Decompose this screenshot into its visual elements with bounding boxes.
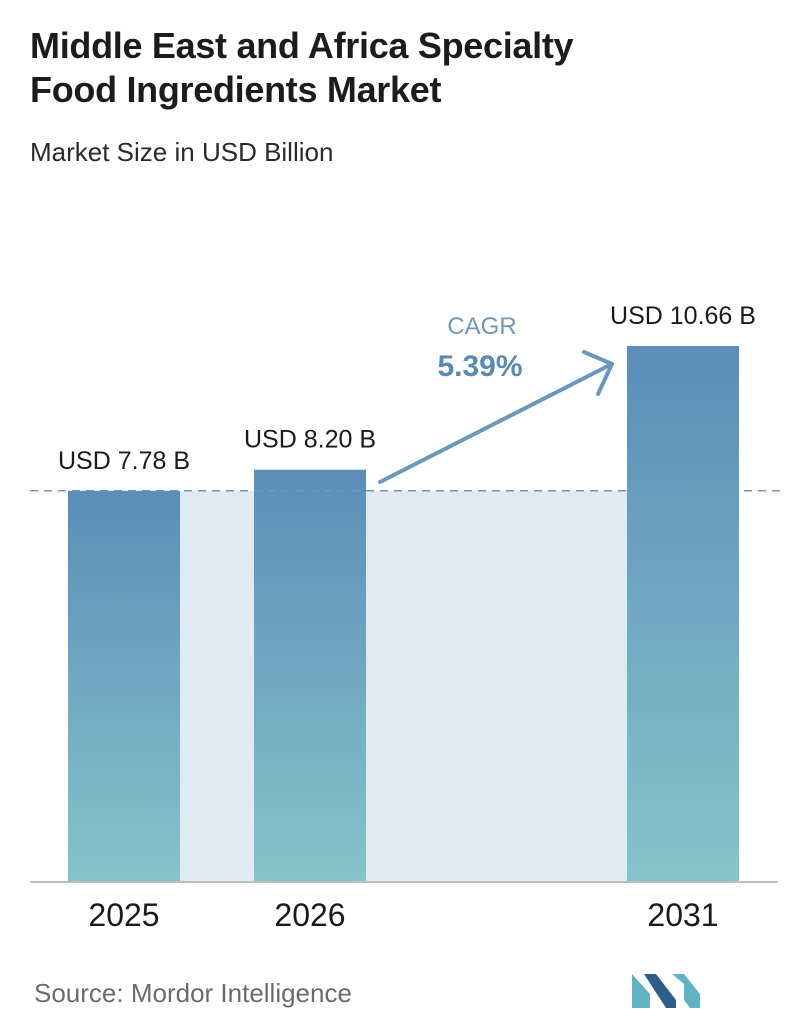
data-label-2026: USD 8.20 B <box>244 426 376 454</box>
cagr-arrow <box>378 364 610 484</box>
x-tick-label-2026: 2026 <box>274 897 345 933</box>
cagr-label: CAGR <box>447 313 516 340</box>
x-tick-label-2025: 2025 <box>88 897 159 933</box>
chart-title-line-1: Middle East and Africa Specialty <box>30 25 574 66</box>
mordor-intelligence-logo <box>632 974 700 1008</box>
bar-2025 <box>68 490 180 882</box>
cagr-value: 5.39% <box>437 350 522 383</box>
chart-title-line-2: Food Ingredients Market <box>30 69 442 110</box>
reference-band <box>180 490 627 882</box>
x-tick-label-2031: 2031 <box>647 897 718 933</box>
data-label-2031: USD 10.66 B <box>610 302 756 330</box>
chart-title: Middle East and Africa Specialty Food In… <box>30 24 770 112</box>
data-label-2025: USD 7.78 B <box>58 447 190 475</box>
bar-2031 <box>627 346 739 882</box>
cagr-arrow-head <box>582 350 614 396</box>
source-note: Source: Mordor Intelligence <box>34 978 352 1008</box>
logo-right-shape <box>672 974 700 1008</box>
logo-left-shape <box>632 974 650 1008</box>
logo-middle-shape <box>644 974 676 1008</box>
chart-subtitle: Market Size in USD Billion <box>30 137 334 167</box>
bar-2026 <box>254 469 366 882</box>
bar-chart: USD 7.78 B 2025 USD 8.20 B 2026 USD 10.66 B 2… <box>30 302 780 933</box>
